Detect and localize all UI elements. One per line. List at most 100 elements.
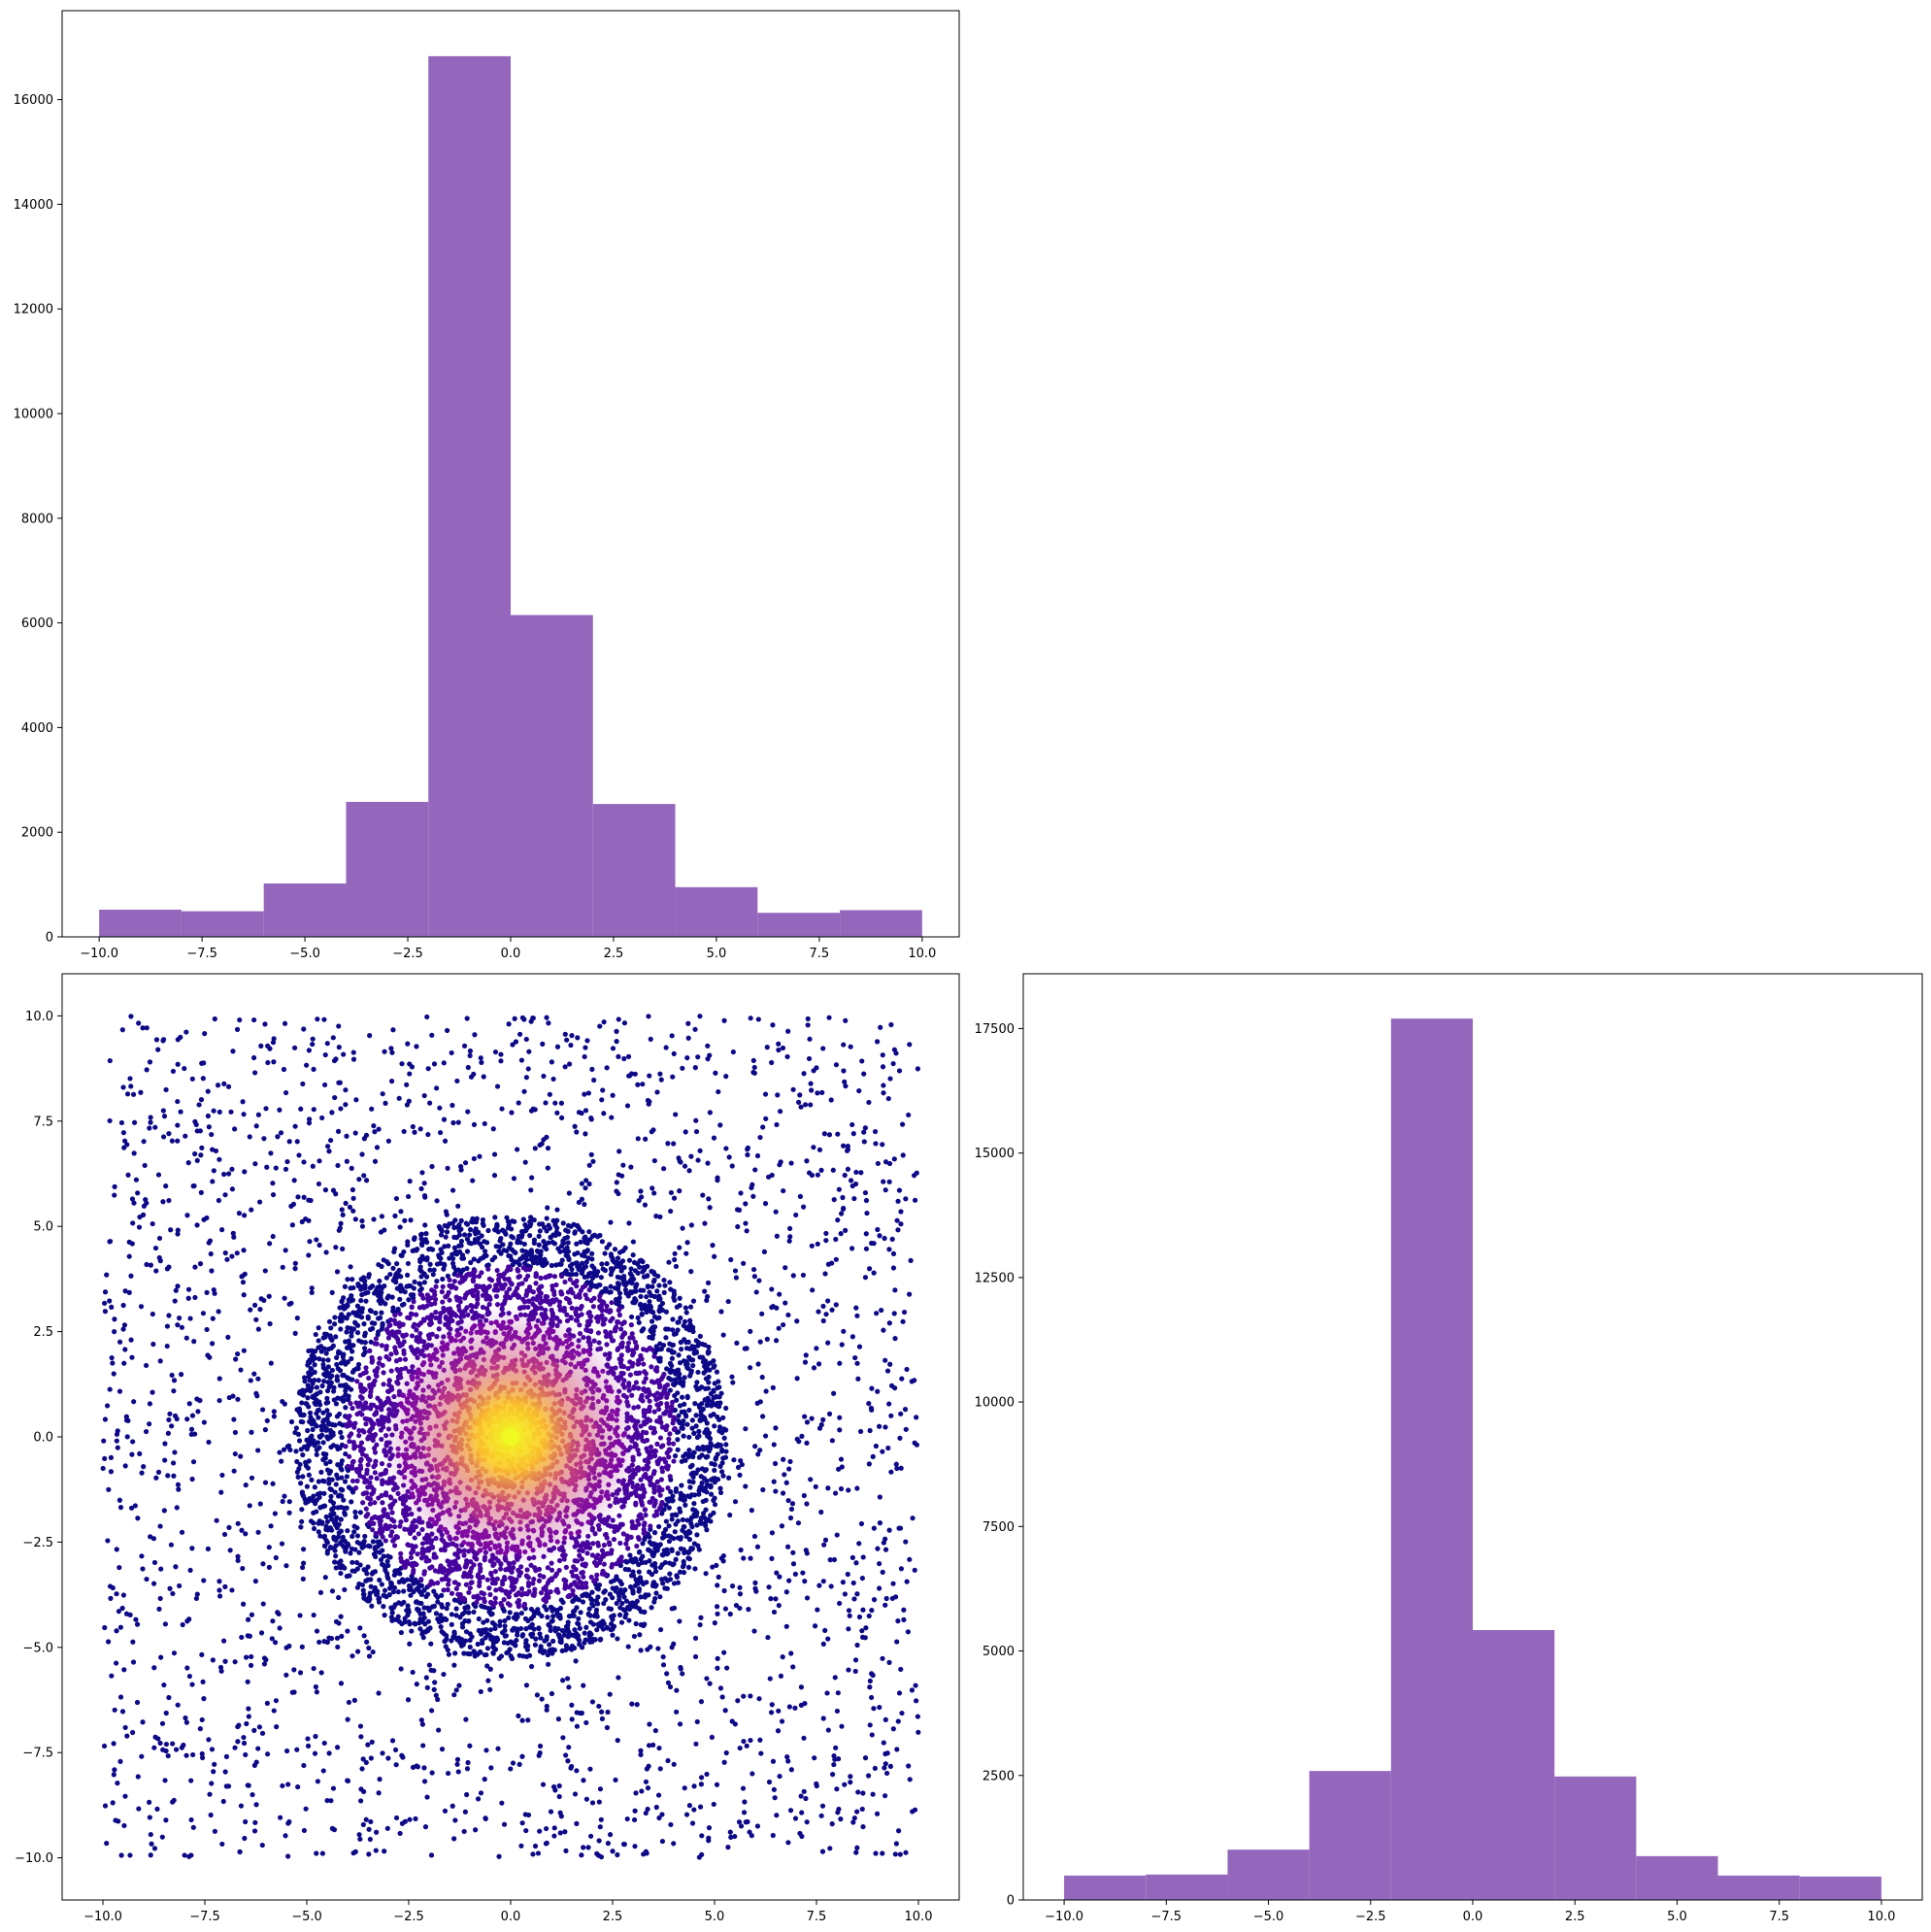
scatter-point xyxy=(541,1137,547,1143)
scatter-point xyxy=(695,1054,701,1060)
scatter-point xyxy=(554,1207,560,1213)
scatter-point xyxy=(598,1275,604,1281)
scatter-point xyxy=(411,1285,416,1291)
scatter-point xyxy=(677,1618,683,1624)
scatter-point xyxy=(598,1816,604,1822)
scatter-point xyxy=(334,1635,341,1641)
top-hist-xtick-label: −2.5 xyxy=(392,947,423,961)
scatter-point xyxy=(350,1208,356,1214)
scatter-point xyxy=(672,1452,679,1459)
scatter-point xyxy=(691,1541,698,1547)
scatter-point xyxy=(514,1637,519,1644)
scatter-point xyxy=(216,1587,222,1593)
scatter-point xyxy=(757,1399,763,1405)
scatter-point xyxy=(679,1394,685,1400)
scatter-point xyxy=(774,1813,780,1818)
scatter-point xyxy=(771,1442,777,1448)
scatter-point xyxy=(737,1584,743,1590)
scatter-point xyxy=(678,1666,683,1672)
scatter-point xyxy=(776,1047,782,1053)
scatter-point xyxy=(449,1251,455,1257)
scatter-point xyxy=(286,1510,292,1516)
scatter-point xyxy=(563,1643,569,1649)
scatter-point xyxy=(338,1570,344,1577)
scatter-point xyxy=(614,1188,619,1194)
scatter-point xyxy=(264,1700,270,1706)
scatter-point xyxy=(428,1667,434,1673)
scatter-point xyxy=(377,1539,383,1545)
scatter-point xyxy=(457,1280,463,1285)
scatter-point xyxy=(186,1673,193,1680)
scatter-point xyxy=(631,1633,637,1640)
scatter-point xyxy=(691,1807,697,1813)
scatter-point xyxy=(449,1284,454,1290)
scatter-point xyxy=(404,1272,411,1278)
scatter-point xyxy=(775,1092,781,1098)
scatter-point xyxy=(726,1154,732,1160)
scatter-point xyxy=(849,1183,855,1189)
scatter-point xyxy=(111,1371,117,1377)
scatter-point xyxy=(616,1053,621,1059)
scatter-point xyxy=(324,1797,330,1804)
scatter-point xyxy=(468,1074,475,1080)
scatter-point xyxy=(802,1579,808,1584)
scatter-point xyxy=(648,1523,653,1529)
scatter-point xyxy=(667,1360,674,1366)
scatter-point xyxy=(259,1842,265,1849)
scatter-point xyxy=(157,1523,163,1529)
scatter-point xyxy=(550,1638,556,1644)
scatter-point xyxy=(531,1240,537,1247)
scatter-point xyxy=(898,1209,904,1215)
scatter-point xyxy=(801,1788,807,1794)
scatter-point xyxy=(696,1454,703,1460)
scatter-point xyxy=(316,1181,322,1187)
scatter-point xyxy=(583,1185,588,1191)
scatter-point xyxy=(193,1595,200,1602)
scatter-point xyxy=(299,1400,305,1406)
scatter-point xyxy=(774,1570,780,1576)
scatter-point xyxy=(189,1413,196,1418)
scatter-point xyxy=(682,1785,687,1791)
scatter-point xyxy=(725,1298,731,1305)
scatter-point xyxy=(169,1372,175,1379)
scatter-point xyxy=(551,1241,558,1247)
scatter-point xyxy=(656,1309,662,1315)
scatter-point xyxy=(487,1666,493,1672)
scatter-point xyxy=(809,1172,816,1179)
scatter-point xyxy=(870,1453,876,1459)
scatter-point xyxy=(370,1649,376,1655)
scatter-point xyxy=(312,1750,318,1756)
scatter-point xyxy=(510,1235,516,1241)
scatter-point xyxy=(626,1257,633,1263)
scatter-point xyxy=(723,1405,729,1412)
scatter-point xyxy=(696,1491,702,1497)
scatter-point xyxy=(517,1031,523,1037)
scatter-point xyxy=(408,1217,414,1223)
scatter-point xyxy=(850,1131,856,1137)
scatter-point xyxy=(211,1769,216,1775)
scatter-point xyxy=(721,1587,727,1594)
scatter-point xyxy=(833,1062,840,1068)
scatter-point xyxy=(182,1852,187,1858)
scatter-point xyxy=(194,1157,200,1163)
scatter-point xyxy=(754,1544,761,1549)
scatter-point xyxy=(621,1264,627,1271)
scatter-point xyxy=(589,1233,595,1239)
scatter-point xyxy=(376,1126,382,1132)
scatter-point xyxy=(392,1313,398,1318)
scatter-point xyxy=(316,1325,321,1331)
scatter-point xyxy=(312,1355,317,1361)
scatter-point xyxy=(462,1160,469,1166)
scatter-point xyxy=(557,1249,563,1254)
scatter-point xyxy=(248,1307,253,1313)
scatter-point xyxy=(554,1110,560,1116)
scatter-point xyxy=(102,1455,108,1461)
scatter-point xyxy=(684,1054,690,1061)
scatter-point xyxy=(317,1533,323,1539)
scatter-point xyxy=(359,1766,365,1772)
scatter-point xyxy=(582,1091,587,1097)
scatter-point xyxy=(659,1499,665,1506)
scatter-point xyxy=(434,1279,440,1284)
scatter-point xyxy=(396,1618,402,1624)
scatter-point xyxy=(705,1280,712,1285)
